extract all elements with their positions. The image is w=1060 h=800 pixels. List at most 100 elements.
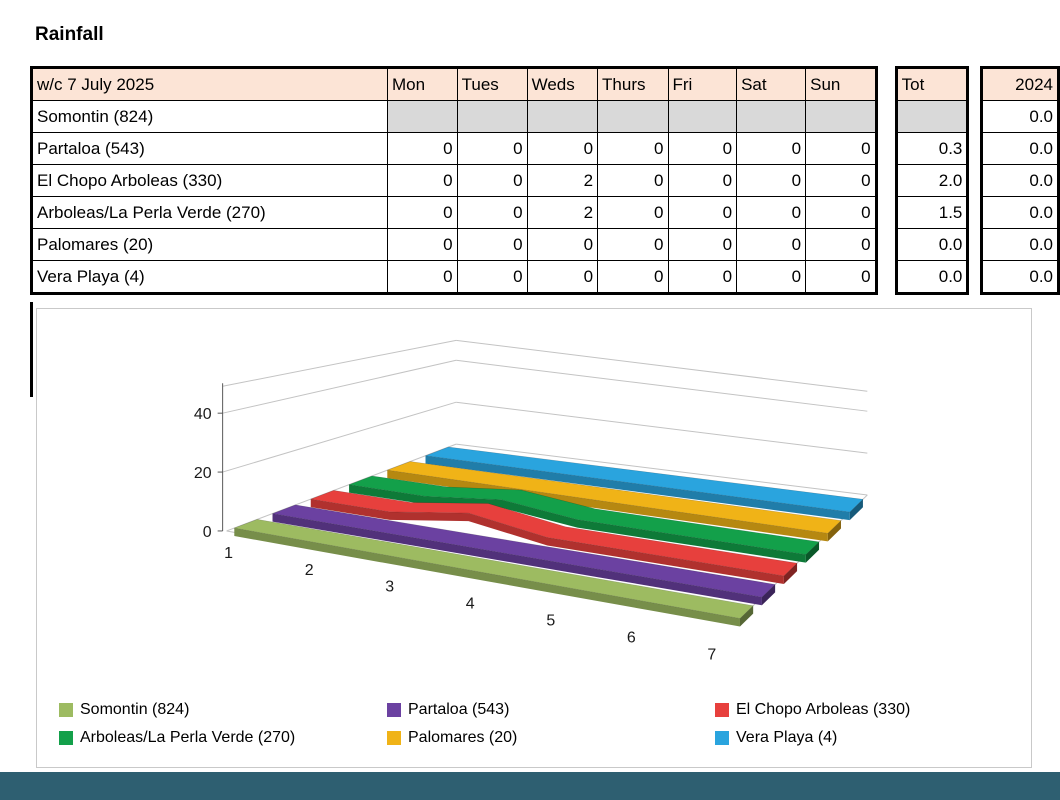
weekly-total-table: Tot 0.3 2.0 1.5 0.0 0.0	[894, 66, 970, 295]
day-value-cell[interactable]: 0	[667, 228, 738, 261]
row-name-cell[interactable]: El Chopo Arboleas (330)	[31, 164, 388, 197]
total-value-cell[interactable]: 1.5	[895, 196, 969, 229]
day-value-cell[interactable]: 0	[597, 260, 669, 294]
year-value-cell[interactable]: 0.0	[981, 100, 1059, 133]
day-value-cell[interactable]: 0	[805, 164, 877, 197]
year-2024-table: 2024 0.0 0.0 0.0 0.0 0.0 0.0	[980, 66, 1060, 295]
row-name-cell[interactable]: Vera Playa (4)	[31, 260, 388, 294]
day-value-cell[interactable]: 0	[387, 260, 458, 294]
week-header-cell[interactable]: w/c 7 July 2025	[31, 67, 388, 101]
legend-item[interactable]: Palomares (20)	[387, 729, 715, 747]
day-value-cell[interactable]: 0	[597, 132, 669, 165]
day-value-cell[interactable]	[526, 100, 599, 133]
day-header-tues[interactable]: Tues	[456, 67, 528, 101]
rainfall-3d-ribbon-chart[interactable]: 0 20 40 1 2 3 4 5 6 7	[37, 309, 1029, 701]
total-value-cell[interactable]: 0.3	[895, 132, 969, 165]
table-row: Partaloa (543) 0 0 0 0 0 0 0	[31, 132, 877, 165]
table-row: 0.0	[981, 164, 1059, 197]
day-value-cell[interactable]: 0	[805, 196, 877, 229]
day-value-cell[interactable]: 0	[456, 260, 528, 294]
day-header-sun[interactable]: Sun	[805, 67, 877, 101]
table-row: El Chopo Arboleas (330) 0 0 2 0 0 0 0	[31, 164, 877, 197]
day-value-cell[interactable]: 0	[805, 260, 877, 294]
year-value-cell[interactable]: 0.0	[981, 260, 1059, 294]
svg-text:5: 5	[546, 612, 555, 629]
row-name-cell[interactable]: Somontin (824)	[31, 100, 388, 133]
chart-container[interactable]: 0 20 40 1 2 3 4 5 6 7 Somontin (824) Partaloa (543…	[36, 308, 1032, 768]
day-value-cell[interactable]	[736, 100, 807, 133]
day-value-cell[interactable]: 0	[667, 132, 738, 165]
day-value-cell[interactable]: 0	[387, 164, 458, 197]
total-value-cell[interactable]: 2.0	[895, 164, 969, 197]
day-value-cell[interactable]: 0	[526, 228, 599, 261]
day-value-cell[interactable]: 0	[597, 196, 669, 229]
day-value-cell[interactable]: 0	[526, 132, 599, 165]
left-border-segment	[30, 302, 33, 397]
day-value-cell[interactable]: 0	[805, 228, 877, 261]
legend-item[interactable]: Vera Playa (4)	[715, 729, 1023, 747]
day-value-cell[interactable]: 0	[736, 132, 807, 165]
day-value-cell[interactable]: 0	[456, 228, 528, 261]
svg-text:3: 3	[385, 579, 394, 596]
year-value-cell[interactable]: 0.0	[981, 196, 1059, 229]
legend-label: Partaloa (543)	[408, 701, 510, 718]
day-value-cell[interactable]: 0	[387, 132, 458, 165]
day-value-cell[interactable]: 0	[526, 260, 599, 294]
day-header-mon[interactable]: Mon	[387, 67, 458, 101]
day-value-cell[interactable]	[597, 100, 669, 133]
day-value-cell[interactable]: 0	[736, 164, 807, 197]
total-value-cell[interactable]: 0.0	[895, 228, 969, 261]
table-row: 0.0	[895, 228, 969, 261]
legend-label: Arboleas/La Perla Verde (270)	[80, 729, 296, 746]
day-value-cell[interactable]: 0	[736, 196, 807, 229]
day-value-cell[interactable]: 0	[387, 196, 458, 229]
rainfall-tables: w/c 7 July 2025 Mon Tues Weds Thurs Fri Sat Su…	[30, 66, 1060, 295]
day-value-cell[interactable]: 0	[667, 196, 738, 229]
legend-label: El Chopo Arboleas (330)	[736, 701, 911, 718]
total-value-cell[interactable]: 0.0	[895, 260, 969, 294]
svg-text:40: 40	[194, 406, 212, 423]
day-value-cell[interactable]	[387, 100, 458, 133]
table-row: Vera Playa (4) 0 0 0 0 0 0 0	[31, 260, 877, 294]
day-value-cell[interactable]: 0	[597, 164, 669, 197]
legend-item[interactable]: El Chopo Arboleas (330)	[715, 701, 1023, 719]
day-value-cell[interactable]: 0	[736, 228, 807, 261]
page-title: Rainfall	[35, 24, 104, 45]
table-row	[895, 100, 969, 133]
svg-text:1: 1	[224, 545, 233, 562]
day-value-cell[interactable]: 0	[597, 228, 669, 261]
day-header-thurs[interactable]: Thurs	[597, 67, 669, 101]
day-value-cell[interactable]: 0	[456, 132, 528, 165]
day-value-cell[interactable]: 0	[387, 228, 458, 261]
year-value-cell[interactable]: 0.0	[981, 132, 1059, 165]
day-value-cell[interactable]: 0	[456, 164, 528, 197]
year-header-cell[interactable]: 2024	[981, 67, 1059, 101]
row-name-cell[interactable]: Palomares (20)	[31, 228, 388, 261]
row-name-cell[interactable]: Partaloa (543)	[31, 132, 388, 165]
day-value-cell[interactable]: 2	[526, 196, 599, 229]
day-header-sat[interactable]: Sat	[736, 67, 807, 101]
day-value-cell[interactable]: 0	[805, 132, 877, 165]
rainfall-week-table: w/c 7 July 2025 Mon Tues Weds Thurs Fri Sat Su…	[30, 66, 878, 295]
day-value-cell[interactable]: 2	[526, 164, 599, 197]
year-value-cell[interactable]: 0.0	[981, 164, 1059, 197]
day-header-weds[interactable]: Weds	[526, 67, 599, 101]
day-header-fri[interactable]: Fri	[667, 67, 738, 101]
day-value-cell[interactable]: 0	[456, 196, 528, 229]
day-value-cell[interactable]: 0	[667, 164, 738, 197]
chart-legend: Somontin (824) Partaloa (543) El Chopo Arb…	[59, 701, 1023, 747]
day-value-cell[interactable]	[805, 100, 877, 133]
svg-text:6: 6	[627, 629, 636, 646]
tot-header-cell[interactable]: Tot	[895, 67, 969, 101]
row-name-cell[interactable]: Arboleas/La Perla Verde (270)	[31, 196, 388, 229]
day-value-cell[interactable]	[667, 100, 738, 133]
day-value-cell[interactable]	[456, 100, 528, 133]
legend-item[interactable]: Partaloa (543)	[387, 701, 715, 719]
legend-label: Somontin (824)	[80, 701, 190, 718]
day-value-cell[interactable]: 0	[736, 260, 807, 294]
total-value-cell[interactable]	[895, 100, 969, 133]
legend-item[interactable]: Somontin (824)	[59, 701, 387, 719]
day-value-cell[interactable]: 0	[667, 260, 738, 294]
legend-item[interactable]: Arboleas/La Perla Verde (270)	[59, 729, 387, 747]
year-value-cell[interactable]: 0.0	[981, 228, 1059, 261]
